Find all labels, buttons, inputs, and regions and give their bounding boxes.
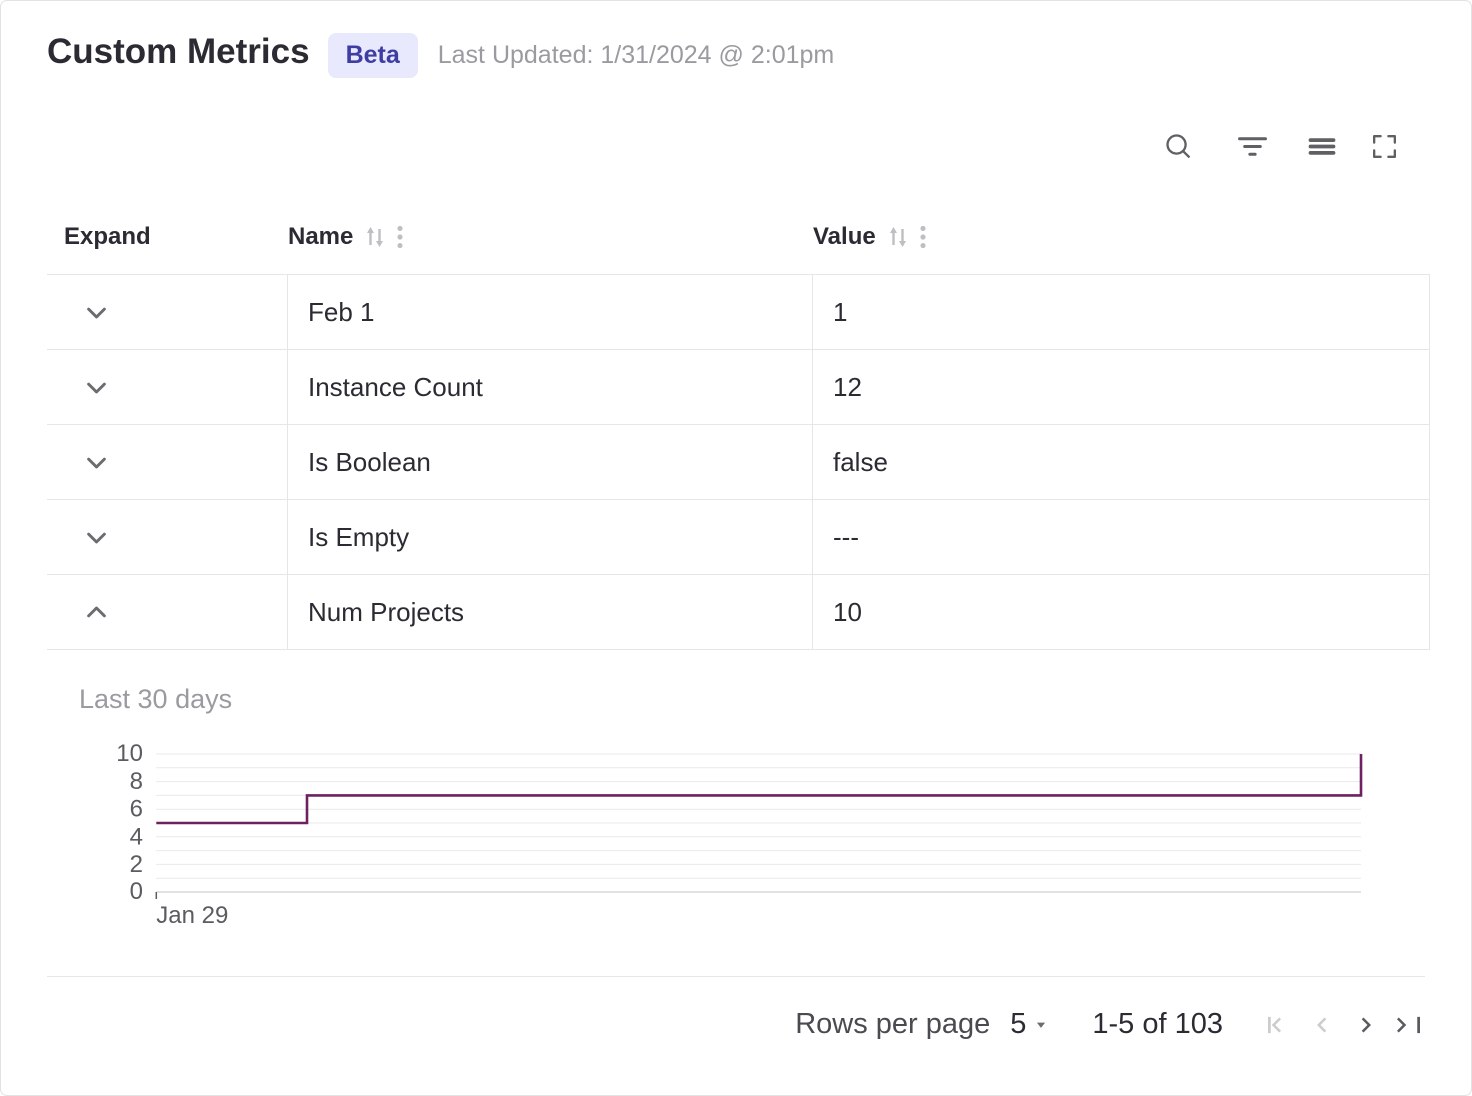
svg-text:8: 8 bbox=[130, 768, 143, 795]
svg-text:Jan 29: Jan 29 bbox=[156, 902, 228, 927]
svg-text:0: 0 bbox=[130, 878, 143, 905]
svg-text:2: 2 bbox=[130, 851, 143, 878]
svg-text:4: 4 bbox=[130, 823, 143, 850]
svg-text:10: 10 bbox=[116, 740, 143, 767]
svg-text:6: 6 bbox=[130, 796, 143, 823]
